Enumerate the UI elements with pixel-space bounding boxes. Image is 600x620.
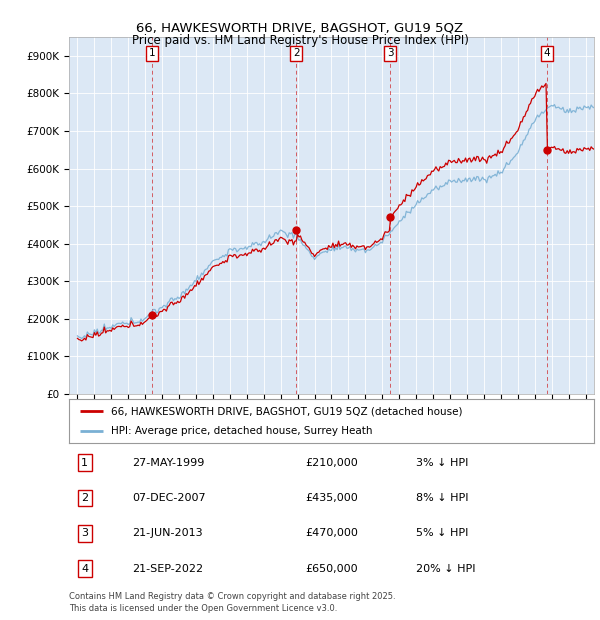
Text: £470,000: £470,000	[305, 528, 358, 538]
Text: 20% ↓ HPI: 20% ↓ HPI	[415, 564, 475, 574]
Text: £650,000: £650,000	[305, 564, 358, 574]
Text: 2: 2	[293, 48, 299, 58]
Text: 4: 4	[544, 48, 550, 58]
Text: HPI: Average price, detached house, Surrey Heath: HPI: Average price, detached house, Surr…	[111, 426, 373, 436]
Text: 21-JUN-2013: 21-JUN-2013	[132, 528, 203, 538]
Text: 1: 1	[149, 48, 155, 58]
Text: 07-DEC-2007: 07-DEC-2007	[132, 493, 206, 503]
Text: 3: 3	[387, 48, 394, 58]
Text: Contains HM Land Registry data © Crown copyright and database right 2025.
This d: Contains HM Land Registry data © Crown c…	[69, 591, 395, 613]
Text: 27-MAY-1999: 27-MAY-1999	[132, 458, 205, 467]
Text: 66, HAWKESWORTH DRIVE, BAGSHOT, GU19 5QZ (detached house): 66, HAWKESWORTH DRIVE, BAGSHOT, GU19 5QZ…	[111, 406, 463, 416]
Text: £435,000: £435,000	[305, 493, 358, 503]
Text: 21-SEP-2022: 21-SEP-2022	[132, 564, 203, 574]
Text: Price paid vs. HM Land Registry's House Price Index (HPI): Price paid vs. HM Land Registry's House …	[131, 34, 469, 47]
Text: 1: 1	[81, 458, 88, 467]
Text: 5% ↓ HPI: 5% ↓ HPI	[415, 528, 468, 538]
Text: 3: 3	[81, 528, 88, 538]
Text: 4: 4	[81, 564, 88, 574]
Text: £210,000: £210,000	[305, 458, 358, 467]
Text: 2: 2	[81, 493, 88, 503]
Text: 3% ↓ HPI: 3% ↓ HPI	[415, 458, 468, 467]
Text: 66, HAWKESWORTH DRIVE, BAGSHOT, GU19 5QZ: 66, HAWKESWORTH DRIVE, BAGSHOT, GU19 5QZ	[136, 22, 464, 35]
Text: 8% ↓ HPI: 8% ↓ HPI	[415, 493, 468, 503]
